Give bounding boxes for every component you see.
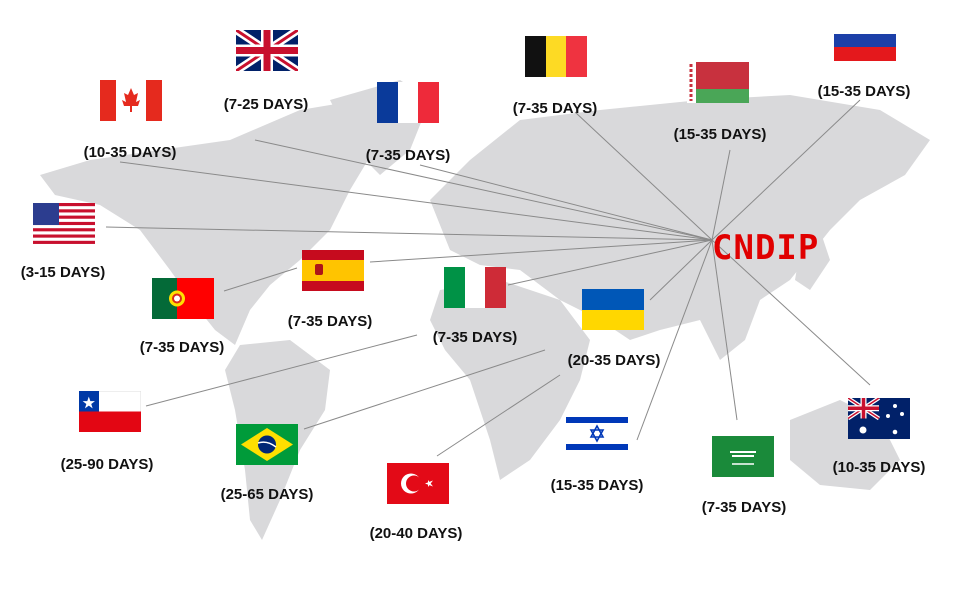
france-flag-icon	[377, 82, 439, 123]
saudi-arabia-flag-icon	[712, 436, 774, 477]
delivery-time-label: (7-35 DAYS)	[139, 339, 225, 356]
route-line	[711, 239, 738, 421]
delivery-time-label: (10-35 DAYS)	[832, 459, 926, 476]
delivery-time-label: (25-65 DAYS)	[220, 486, 314, 503]
uk-flag-icon	[233, 26, 301, 75]
route-line	[369, 239, 713, 263]
hub-label: CNDIP	[712, 228, 820, 268]
portugal-flag-icon	[152, 278, 214, 319]
delivery-time-label: (20-40 DAYS)	[369, 525, 463, 542]
route-line	[711, 99, 861, 241]
spain-flag-icon	[302, 250, 364, 291]
route-line	[711, 239, 871, 386]
route-line	[574, 111, 713, 241]
turkey-flag-icon	[387, 463, 449, 504]
russia-flag-icon	[834, 20, 896, 61]
route-line	[711, 149, 731, 241]
australia-flag-icon	[846, 396, 910, 439]
north-america	[40, 100, 380, 345]
japan	[795, 230, 830, 290]
europe-asia	[430, 95, 930, 360]
delivery-time-label: (7-35 DAYS)	[701, 499, 787, 516]
route-lines	[105, 99, 871, 457]
delivery-time-label: (7-35 DAYS)	[365, 147, 451, 164]
belgium-flag-icon	[525, 36, 587, 77]
delivery-time-label: (7-35 DAYS)	[432, 329, 518, 346]
chile-flag-icon	[78, 390, 142, 433]
italy-flag-icon	[444, 267, 506, 308]
delivery-time-label: (15-35 DAYS)	[673, 126, 767, 143]
belarus-flag-icon	[687, 62, 749, 103]
delivery-time-label: (7-25 DAYS)	[223, 96, 309, 113]
delivery-time-label: (7-35 DAYS)	[512, 100, 598, 117]
route-line	[419, 164, 713, 241]
ukraine-flag-icon	[582, 289, 644, 330]
delivery-time-label: (20-35 DAYS)	[567, 352, 661, 369]
delivery-time-label: (10-35 DAYS)	[83, 144, 177, 161]
route-line	[145, 334, 418, 407]
route-line	[223, 267, 298, 292]
route-line	[303, 349, 546, 430]
delivery-time-label: (3-15 DAYS)	[20, 264, 106, 281]
delivery-time-label: (25-90 DAYS)	[60, 456, 154, 473]
route-line	[105, 226, 713, 241]
africa	[430, 280, 590, 480]
israel-flag-icon	[566, 413, 628, 454]
route-line	[119, 161, 713, 241]
delivery-time-label: (15-35 DAYS)	[817, 83, 911, 100]
route-line	[507, 239, 713, 286]
delivery-time-label: (7-35 DAYS)	[287, 313, 373, 330]
route-line	[254, 139, 713, 241]
usa-flag-icon	[33, 203, 95, 244]
delivery-time-label: (15-35 DAYS)	[550, 477, 644, 494]
route-line	[636, 239, 713, 441]
continents	[40, 80, 930, 540]
brazil-flag-icon	[236, 424, 298, 465]
route-line	[649, 239, 713, 301]
route-line	[436, 374, 561, 457]
canada-flag-icon	[100, 80, 162, 121]
